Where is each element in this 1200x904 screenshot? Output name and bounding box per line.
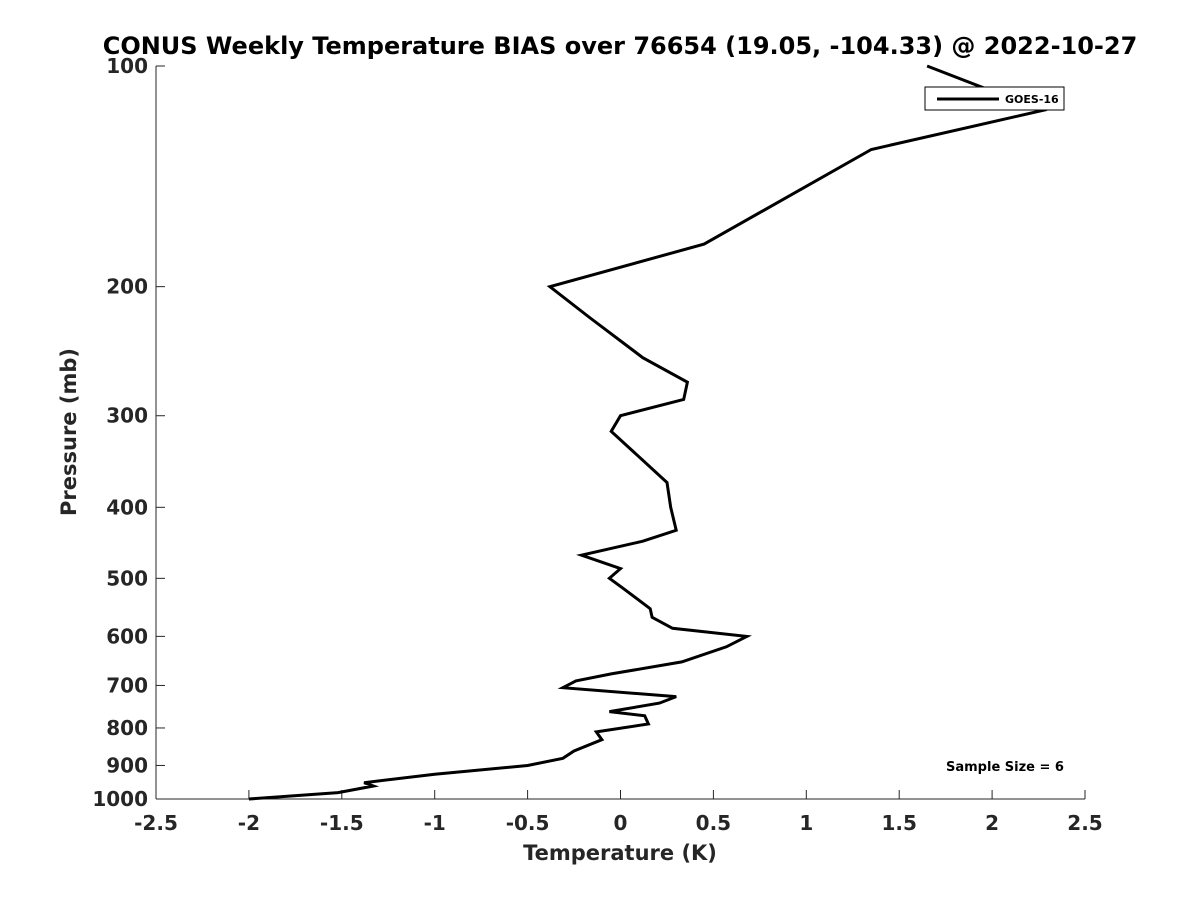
y-tick-label: 400 (106, 495, 148, 519)
x-tick-label: 2.5 (1067, 811, 1102, 835)
legend: GOES-16 (924, 86, 1065, 111)
x-axis-label: Temperature (K) (523, 841, 717, 865)
y-axis-label: Pressure (mb) (57, 348, 81, 516)
y-tick-label: 500 (106, 566, 148, 590)
y-tick-label: 1000 (92, 787, 148, 811)
x-tick-label: 1.5 (881, 811, 916, 835)
sample-size-annotation: Sample Size = 6 (946, 760, 1064, 775)
chart-title: CONUS Weekly Temperature BIAS over 76654… (103, 32, 1138, 60)
x-tick-label: -0.5 (506, 811, 550, 835)
series-line-goes-16 (248, 64, 1048, 801)
y-tick-label: 600 (106, 624, 148, 648)
x-tick-label: -1.5 (320, 811, 364, 835)
series-layer (248, 64, 1048, 801)
axes (155, 66, 1085, 800)
x-tick-label: -2.5 (134, 811, 178, 835)
legend-label-goes-16: GOES-16 (1005, 93, 1059, 106)
y-tick-label: 800 (106, 716, 148, 740)
x-axis-ticks: -2.5 -2 -1.5 -1 -0.5 0 0.5 1 1.5 2 2.5 (134, 790, 1103, 835)
y-tick-label: 300 (106, 404, 148, 428)
x-tick-label: -2 (238, 811, 260, 835)
y-tick-label: 200 (106, 275, 148, 299)
x-tick-label: 0.5 (696, 811, 731, 835)
x-tick-label: 1 (799, 811, 813, 835)
y-tick-label: 900 (106, 753, 148, 777)
y-axis-ticks: 100 200 300 400 500 600 700 800 900 1000 (92, 54, 165, 811)
x-tick-label: 2 (985, 811, 999, 835)
y-tick-label: 100 (106, 54, 148, 78)
x-tick-label: -1 (424, 811, 446, 835)
x-tick-label: 0 (614, 811, 628, 835)
y-tick-label: 700 (106, 673, 148, 697)
